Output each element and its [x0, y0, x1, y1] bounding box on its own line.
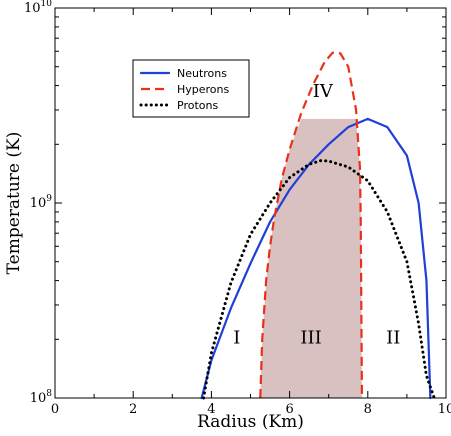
legend-items: Neutrons Hyperons Protons — [139, 67, 230, 112]
region-label-iv: IV — [313, 81, 334, 102]
legend-box — [132, 59, 250, 118]
legend-label-hyperons: Hyperons — [177, 83, 230, 96]
series-line-protons — [202, 159, 436, 400]
legend: Neutrons Hyperons Protons — [132, 59, 250, 118]
x-tick-label: 2 — [129, 402, 137, 417]
x-tick-label: 10 — [438, 402, 451, 417]
region-label-ii: II — [386, 328, 400, 349]
region-label-i: I — [233, 328, 240, 349]
x-axis-label: Radius (Km) — [197, 412, 304, 432]
x-tick-label: 4 — [207, 402, 215, 417]
shaded-region-iii — [260, 118, 362, 398]
y-tick-label: 109 — [30, 194, 53, 211]
region-label-iii: III — [300, 328, 321, 349]
x-tick-label: 0 — [51, 402, 59, 417]
series-layer — [200, 51, 436, 400]
legend-label-protons: Protons — [177, 99, 218, 112]
x-tick-label: 6 — [285, 402, 293, 417]
ticks-layer: 0 2 4 6 8 10 108 109 1010 — [24, 0, 451, 417]
y-tick-label: 1010 — [24, 0, 52, 16]
y-tick-label: 108 — [30, 389, 53, 406]
legend-label-neutrons: Neutrons — [177, 67, 227, 80]
shaded-region-layer — [260, 118, 362, 398]
y-axis-label: Temperature (K) — [4, 132, 24, 275]
series-line-neutrons — [200, 117, 432, 400]
x-tick-label: 8 — [364, 402, 372, 417]
series-line-hyperons — [259, 51, 364, 399]
